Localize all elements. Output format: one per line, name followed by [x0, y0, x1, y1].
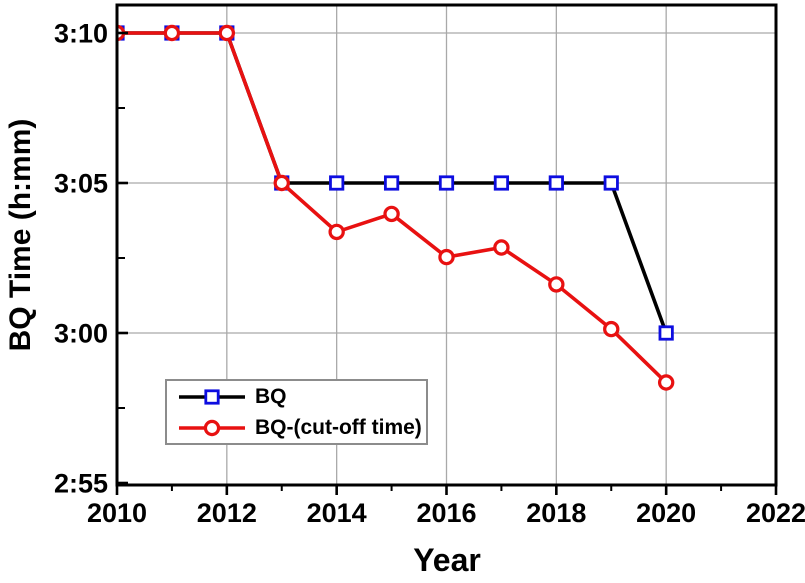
legend-label-cutoff: BQ-(cut-off time) [255, 415, 422, 439]
ticks [115, 31, 778, 495]
x-tick-label: 2016 [416, 498, 476, 528]
data-point-circle [493, 239, 510, 256]
x-axis-title: Year [413, 542, 481, 578]
series-layer [117, 24, 675, 391]
legend-line-sample-bq [179, 388, 245, 405]
data-point-circle [163, 24, 181, 42]
legend-item-cutoff: BQ-(cut-off time) [175, 412, 426, 443]
data-point-square [438, 175, 455, 191]
x-tick-label: 2012 [197, 498, 257, 528]
data-point-circle [328, 223, 345, 241]
data-point-square [603, 175, 619, 191]
legend-item-bq: BQ [175, 381, 426, 412]
data-point-square [548, 175, 564, 191]
y-tick-label: 3:10 [54, 19, 108, 49]
y-tick-label: 2:55 [54, 469, 108, 499]
x-tick-label: 2014 [307, 498, 367, 528]
y-tick-label: 3:00 [54, 319, 108, 349]
tick-labels: 2010 2012 2014 2016 2018 2020 2022 2:55 3:00 3:05… [54, 19, 805, 528]
legend-label-bq: BQ [255, 384, 287, 408]
data-point-circle [218, 24, 236, 42]
x-tick-label: 2020 [636, 498, 696, 528]
legend-box: BQ BQ-(cut-off time) [165, 379, 428, 445]
legend-line-sample-cutoff [179, 419, 245, 436]
data-point-circle [438, 248, 455, 266]
x-tick-label: 2018 [526, 498, 586, 528]
data-point-square [658, 325, 674, 341]
x-tick-label: 2010 [87, 498, 147, 528]
data-point-square [383, 175, 400, 191]
x-tick-label: 2022 [746, 498, 805, 528]
legend-sample-square [204, 388, 220, 405]
legend-sample-circle [203, 419, 221, 436]
data-point-circle [273, 174, 290, 192]
data-point-square [329, 175, 345, 191]
data-point-circle [548, 276, 565, 293]
data-point-circle [657, 374, 675, 391]
y-tick-label: 3:05 [54, 169, 108, 199]
data-point-circle [383, 205, 400, 223]
data-point-circle [603, 320, 620, 338]
y-axis-title: BQ Time (h:mm) [4, 118, 37, 352]
data-point-square [493, 175, 510, 191]
